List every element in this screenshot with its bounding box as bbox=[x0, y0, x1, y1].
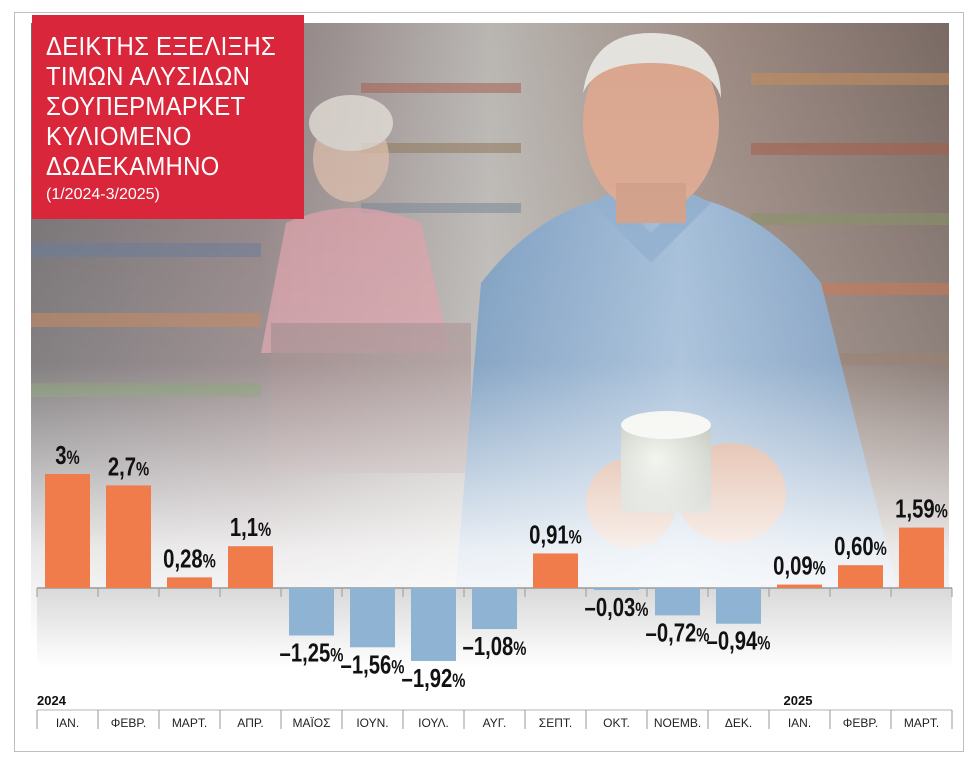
bar-3 bbox=[228, 546, 273, 588]
chart-subtitle: (1/2024-3/2025) bbox=[46, 186, 160, 203]
value-label-11: –0,94% bbox=[707, 626, 771, 655]
month-label-5: ΙΟΥΝ. bbox=[356, 716, 388, 730]
value-label-13: 0,60% bbox=[834, 532, 887, 561]
bar-0 bbox=[45, 474, 90, 588]
month-label-12: ΙΑΝ. bbox=[788, 716, 811, 730]
bar-chart: 3% 2,7% 0,28% 1,1% –1,25%–1,56%–1,92% –1,08% 0… bbox=[36, 441, 953, 730]
month-label-1: ΦΕΒΡ. bbox=[111, 716, 146, 730]
month-label-10: ΝΟΕΜΒ. bbox=[654, 716, 701, 730]
value-label-1: 2,7% bbox=[108, 452, 149, 481]
title-line: ΔΕΙΚΤΗΣ ΕΞΕΛΙΞΗΣ bbox=[46, 31, 276, 61]
month-label-8: ΣΕΠΤ. bbox=[539, 716, 572, 730]
value-label-10: –0,72% bbox=[646, 618, 710, 647]
year-labels-group: 2024 2025 bbox=[37, 693, 812, 708]
value-label-12: 0,09% bbox=[773, 551, 826, 580]
month-label-11: ΔΕΚ. bbox=[725, 716, 752, 730]
month-label-4: ΜΑΪΟΣ bbox=[292, 716, 330, 730]
bar-11 bbox=[716, 588, 761, 624]
value-label-5: –1,56% bbox=[341, 650, 405, 679]
month-label-6: ΙΟΥΛ. bbox=[418, 716, 449, 730]
bar-6 bbox=[411, 588, 456, 661]
value-label-2: 0,28% bbox=[163, 544, 216, 573]
value-label-7: –1,08% bbox=[463, 632, 527, 661]
month-labels-group: ΙΑΝ. ΦΕΒΡ. ΜΑΡΤ. ΑΠΡ. ΜΑΪΟΣ ΙΟΥΝ. ΙΟΥΛ. ΑΥΓ. ΣΕΠ… bbox=[56, 716, 939, 730]
value-labels-group: 3% 2,7% 0,28% 1,1% –1,25%–1,56%–1,92% –1,08% 0… bbox=[55, 441, 948, 693]
value-label-14: 1,59% bbox=[895, 494, 948, 523]
bar-8 bbox=[533, 553, 578, 588]
title-box: ΔΕΙΚΤΗΣ ΕΞΕΛΙΞΗΣ ΤΙΜΩΝ ΑΛΥΣΙΔΩΝ ΣΟΥΠΕΡΜΑ… bbox=[32, 15, 304, 219]
bar-9 bbox=[594, 588, 639, 590]
title-line: ΚΥΛΙΟΜΕΝΟ bbox=[46, 121, 192, 151]
value-label-9: –0,03% bbox=[585, 593, 649, 622]
value-label-4: –1,25% bbox=[280, 638, 344, 667]
value-label-6: –1,92% bbox=[402, 664, 466, 693]
bar-12 bbox=[777, 584, 822, 588]
ticks-group bbox=[36, 588, 953, 729]
month-label-0: ΙΑΝ. bbox=[56, 716, 79, 730]
month-label-9: ΟΚΤ. bbox=[603, 716, 630, 730]
bar-10 bbox=[655, 588, 700, 616]
supermarket-photo bbox=[31, 23, 949, 643]
bar-14 bbox=[899, 527, 944, 588]
title-line: ΔΩΔΕΚΑΜΗΝΟ bbox=[46, 151, 220, 181]
value-label-0: 3% bbox=[55, 441, 79, 470]
infographic-frame: ΔΕΙΚΤΗΣ ΕΞΕΛΙΞΗΣ ΤΙΜΩΝ ΑΛΥΣΙΔΩΝ ΣΟΥΠΕΡΜΑ… bbox=[14, 12, 964, 752]
bar-1 bbox=[106, 485, 151, 588]
month-label-13: ΦΕΒΡ. bbox=[843, 716, 878, 730]
value-label-8: 0,91% bbox=[529, 520, 582, 549]
bar-7 bbox=[472, 588, 517, 630]
bar-4 bbox=[289, 588, 334, 636]
month-label-14: ΜΑΡΤ. bbox=[904, 716, 939, 730]
month-label-2: ΜΑΡΤ. bbox=[172, 716, 207, 730]
month-label-7: ΑΥΓ. bbox=[483, 716, 507, 730]
title-line: ΣΟΥΠΕΡΜΑΡΚΕΤ bbox=[46, 91, 246, 121]
bar-2 bbox=[167, 577, 212, 588]
value-label-3: 1,1% bbox=[230, 513, 271, 542]
bar-5 bbox=[350, 588, 395, 648]
year-label-1: 2025 bbox=[784, 693, 813, 708]
title-line: ΤΙΜΩΝ ΑΛΥΣΙΔΩΝ bbox=[46, 61, 251, 91]
bar-13 bbox=[838, 565, 883, 588]
month-label-3: ΑΠΡ. bbox=[237, 716, 263, 730]
year-label-0: 2024 bbox=[37, 693, 67, 708]
bars-group bbox=[45, 474, 944, 661]
